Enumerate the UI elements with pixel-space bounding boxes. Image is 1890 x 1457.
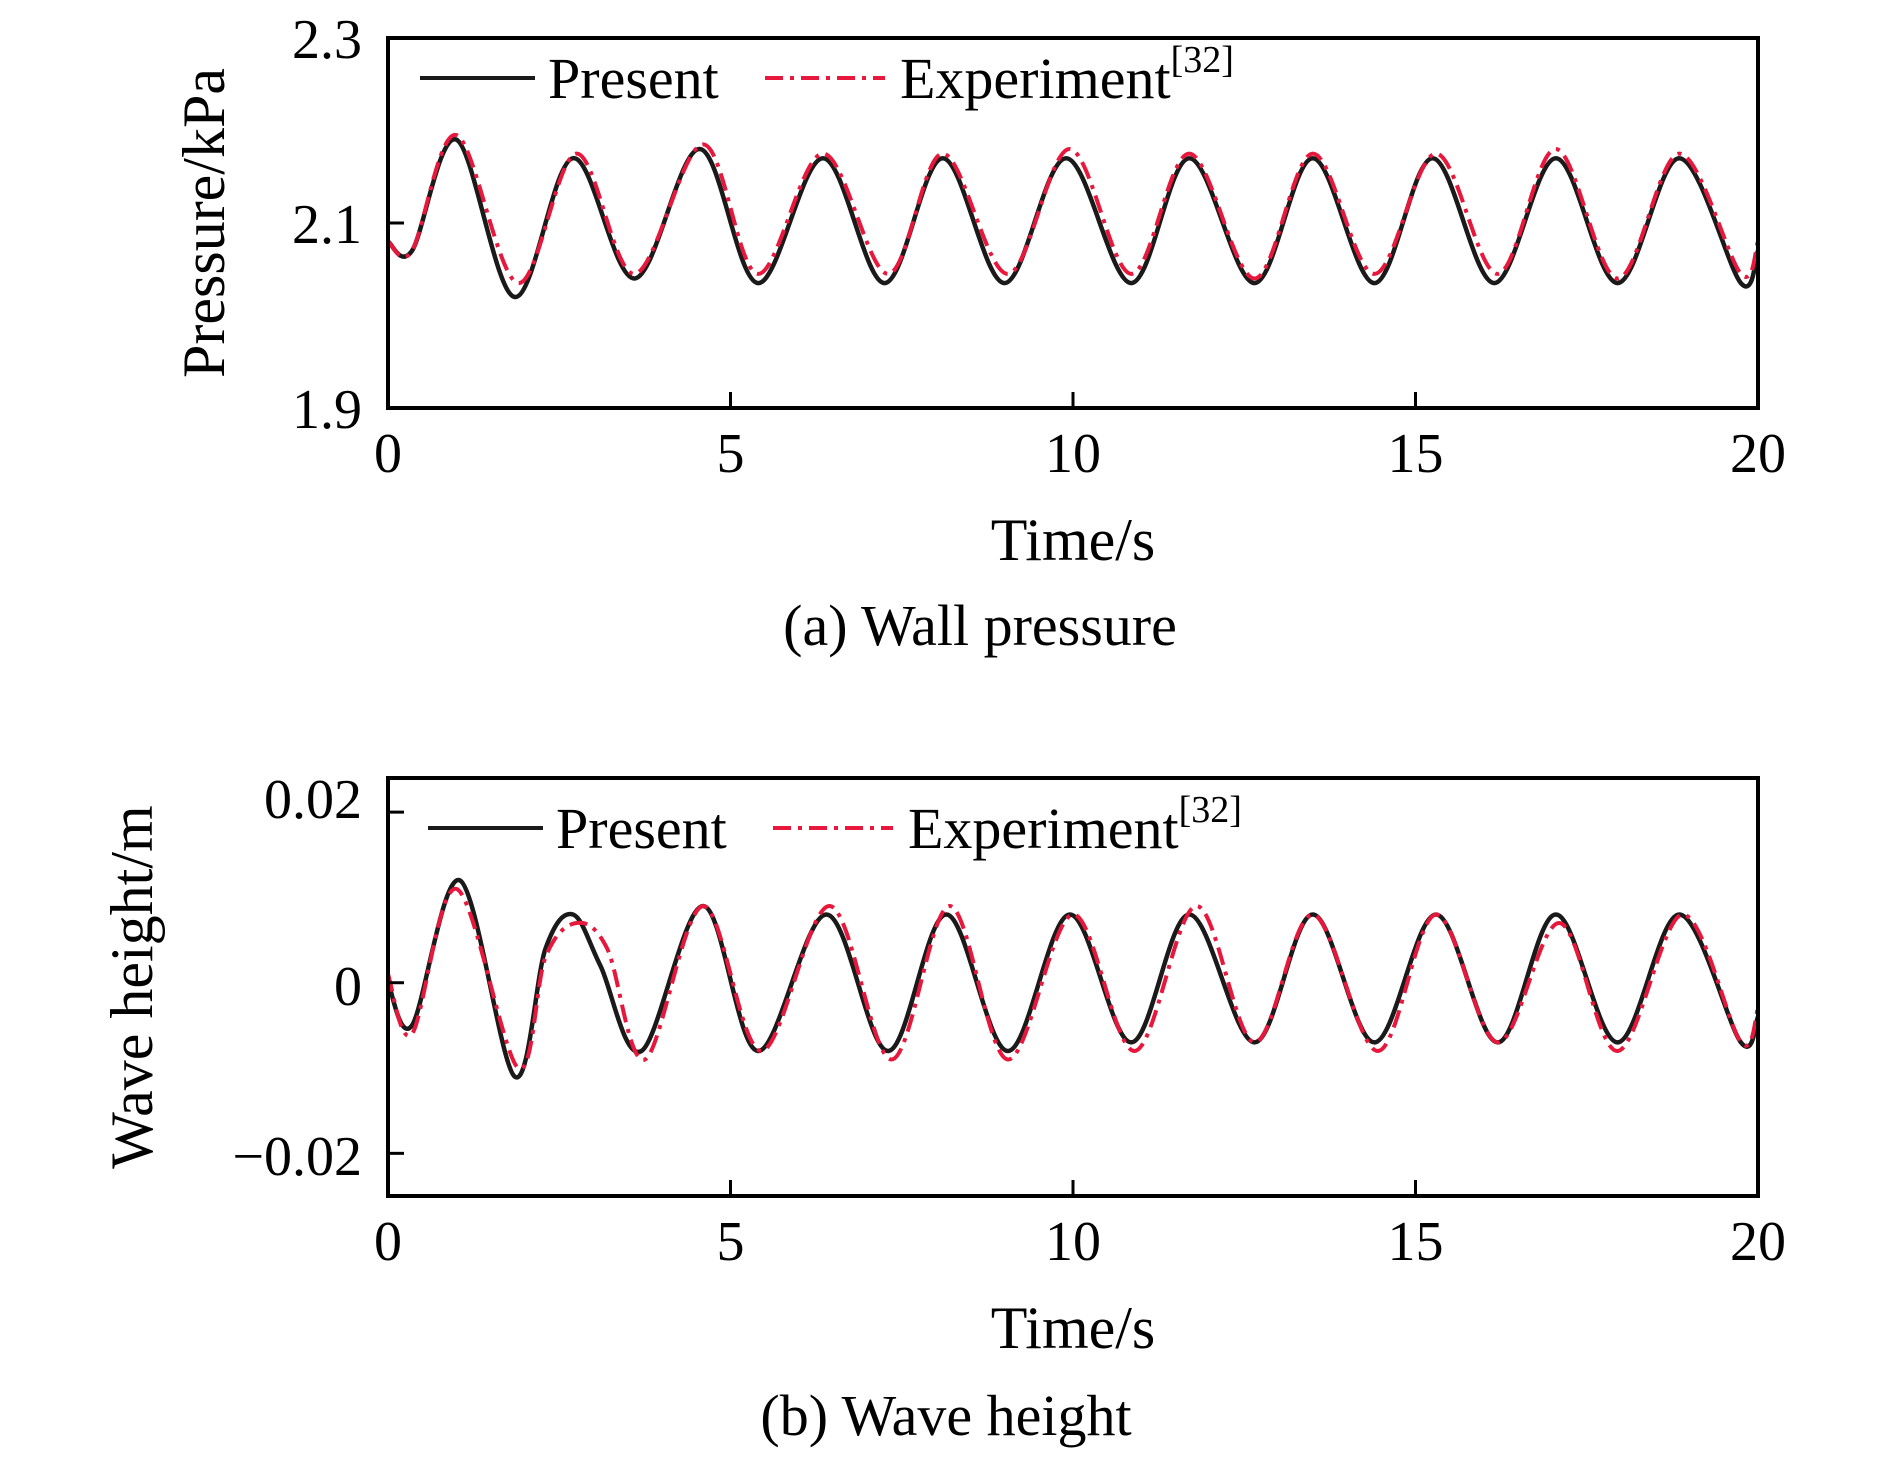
panel-a-legend-experiment-name: Experiment [900, 46, 1171, 111]
panel-a-xtick-label-20: 20 [1730, 423, 1786, 485]
panel-a-x-axis-title: Time/s [991, 507, 1156, 573]
panel-a-series-layer [386, 133, 1761, 300]
panel-a-xtick-label-5: 5 [717, 423, 745, 485]
panel-a-legend: Present Experiment[32] [420, 39, 1234, 111]
panel-b-legend-label-experiment: Experiment[32] [908, 789, 1242, 861]
panel-b-x-axis-title: Time/s [991, 1295, 1156, 1361]
panel-a-xtick-label-15: 15 [1388, 423, 1444, 485]
panel-b-series-experiment-line [386, 886, 1760, 1071]
panel-a-series-experiment-line [386, 133, 1760, 286]
panel-b-xtick-label-0: 0 [374, 1211, 402, 1273]
panel-wave-height: 0 5 10 15 20 −0.02 0 0.02 Time/s Wave he… [99, 769, 1786, 1448]
panel-a-ticks [386, 36, 1760, 410]
panel-b-xtick-label-15: 15 [1388, 1211, 1444, 1273]
panel-a-legend-label-present: Present [548, 46, 719, 111]
panel-b-ytick-label-0.02: 0.02 [264, 769, 362, 831]
panel-b-legend-experiment-superscript: [32] [1179, 789, 1242, 831]
panel-b-ytick-label-0: 0 [334, 956, 362, 1018]
panel-a-caption: (a) Wall pressure [783, 593, 1177, 658]
panel-a-legend-label-experiment: Experiment[32] [900, 39, 1234, 111]
panel-a-xtick-label-10: 10 [1045, 423, 1101, 485]
panel-b-legend-experiment-name: Experiment [908, 796, 1179, 861]
panel-b-xtick-label-20: 20 [1730, 1211, 1786, 1273]
panel-b-caption: (b) Wave height [760, 1383, 1131, 1448]
panel-b-legend-label-present: Present [556, 796, 727, 861]
panel-a-ytick-label-2.1: 2.1 [292, 194, 362, 256]
panel-b-xtick-label-10: 10 [1045, 1211, 1101, 1273]
panel-b-series-present-line [385, 878, 1761, 1080]
panel-a-ytick-label-2.3: 2.3 [292, 9, 362, 71]
panel-a-ytick-label-1.9: 1.9 [292, 379, 362, 441]
panel-b-ticks [386, 810, 1760, 1196]
panel-b-legend: Present Experiment[32] [428, 789, 1242, 861]
panel-a-series-present-line [386, 137, 1761, 300]
panel-b-series-layer [385, 878, 1761, 1080]
panel-wall-pressure: 0 5 10 15 20 1.9 2.1 2.3 Time/s Pressure… [171, 9, 1786, 658]
panel-a-xtick-label-0: 0 [374, 423, 402, 485]
panel-b-y-axis-title: Wave height/m [99, 805, 165, 1168]
panel-b-ytick-label-minus-0.02: −0.02 [232, 1126, 362, 1188]
panel-a-y-axis-title: Pressure/kPa [171, 68, 237, 378]
panel-b-xtick-label-5: 5 [717, 1211, 745, 1273]
panel-a-legend-experiment-superscript: [32] [1171, 39, 1234, 81]
